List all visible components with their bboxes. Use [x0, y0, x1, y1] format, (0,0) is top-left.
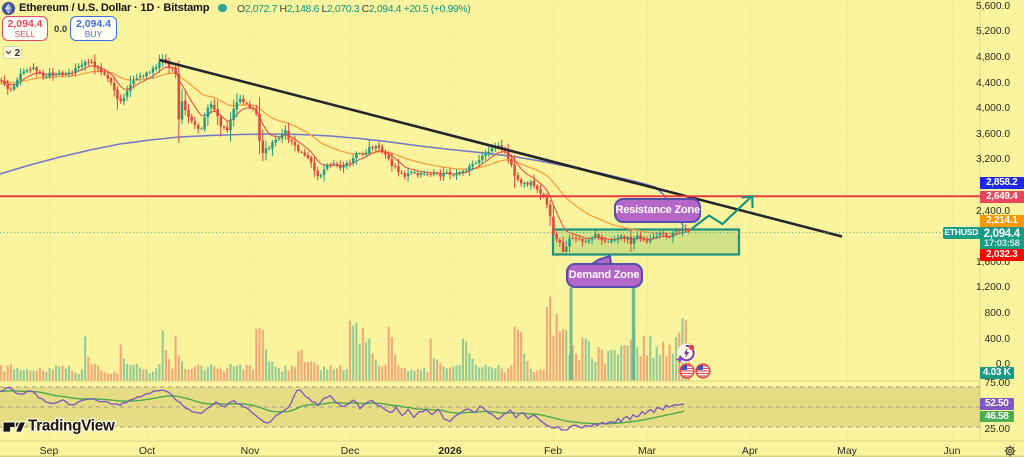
svg-text:TradingView: TradingView	[28, 418, 115, 435]
